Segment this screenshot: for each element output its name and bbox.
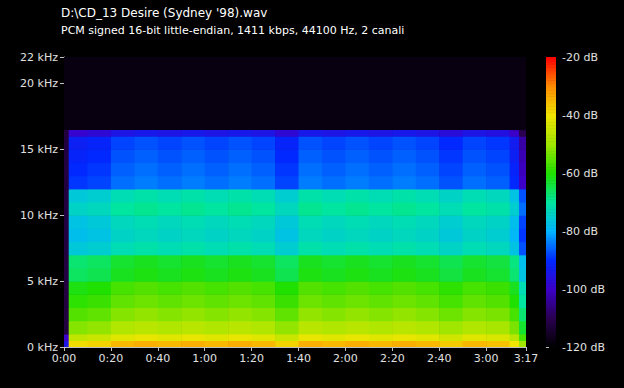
svg-text:2:20: 2:20 [380,352,405,365]
svg-text:22 kHz: 22 kHz [20,51,58,64]
svg-text:1:40: 1:40 [286,352,311,365]
svg-text:0:20: 0:20 [99,352,124,365]
svg-text:15 kHz: 15 kHz [20,143,58,156]
svg-text:2:40: 2:40 [427,352,452,365]
svg-text:-120 dB: -120 dB [562,341,605,354]
svg-text:-40 dB: -40 dB [562,109,598,122]
svg-text:PCM signed 16-bit little-endia: PCM signed 16-bit little-endian, 1411 kb… [61,24,404,37]
svg-text:1:00: 1:00 [192,352,217,365]
svg-text:0:40: 0:40 [145,352,170,365]
svg-text:20 kHz: 20 kHz [20,77,58,90]
svg-text:-80 dB: -80 dB [562,225,598,238]
svg-text:D:\CD_13 Desire (Sydney '98).w: D:\CD_13 Desire (Sydney '98).wav [61,6,267,20]
svg-text:-100 dB: -100 dB [562,283,605,296]
svg-text:0:00: 0:00 [52,352,77,365]
svg-text:3:00: 3:00 [474,352,499,365]
svg-text:-60 dB: -60 dB [562,167,598,180]
svg-text:0 kHz: 0 kHz [27,340,58,354]
svg-text:10 kHz: 10 kHz [20,209,58,222]
svg-text:5 kHz: 5 kHz [27,275,58,288]
svg-text:1:20: 1:20 [239,352,264,365]
svg-text:3:17: 3:17 [514,352,539,365]
svg-text:2:00: 2:00 [333,352,358,365]
svg-text:-20 dB: -20 dB [562,51,598,64]
